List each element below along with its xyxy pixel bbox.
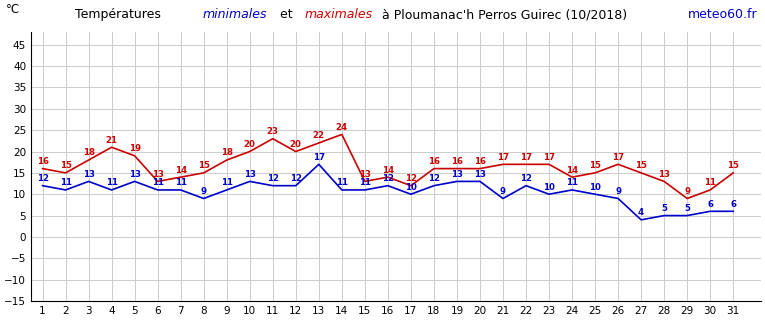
Text: 4: 4 (638, 208, 644, 217)
Text: 21: 21 (106, 136, 118, 145)
Text: 16: 16 (428, 157, 440, 166)
Text: 12: 12 (267, 174, 278, 183)
Text: 15: 15 (60, 161, 71, 170)
Text: 9: 9 (684, 187, 690, 196)
Text: 11: 11 (151, 178, 164, 188)
Text: 19: 19 (129, 144, 141, 153)
Text: à Ploumanac'h Perros Guirec (10/2018): à Ploumanac'h Perros Guirec (10/2018) (378, 8, 627, 21)
Text: 12: 12 (290, 174, 301, 183)
Text: 13: 13 (359, 170, 371, 179)
Text: 15: 15 (589, 161, 601, 170)
Text: 15: 15 (635, 161, 647, 170)
Text: 16: 16 (37, 157, 48, 166)
Text: 14: 14 (382, 165, 394, 175)
Text: 5: 5 (661, 204, 667, 213)
Text: meteo60.fr: meteo60.fr (688, 8, 757, 21)
Text: °C: °C (5, 3, 20, 16)
Text: 22: 22 (313, 132, 325, 140)
Text: minimales: minimales (203, 8, 267, 21)
Text: 11: 11 (106, 178, 118, 188)
Text: 11: 11 (174, 178, 187, 188)
Text: 11: 11 (705, 178, 716, 188)
Text: 6: 6 (731, 200, 736, 209)
Text: 16: 16 (451, 157, 463, 166)
Text: 18: 18 (83, 148, 95, 157)
Text: 13: 13 (129, 170, 141, 179)
Text: 11: 11 (359, 178, 371, 188)
Text: 13: 13 (244, 170, 256, 179)
Text: 17: 17 (313, 153, 325, 162)
Text: 5: 5 (684, 204, 690, 213)
Text: 9: 9 (500, 187, 506, 196)
Text: et: et (275, 8, 296, 21)
Text: 14: 14 (174, 165, 187, 175)
Text: 11: 11 (221, 178, 233, 188)
Text: 14: 14 (566, 165, 578, 175)
Text: 17: 17 (497, 153, 509, 162)
Text: 10: 10 (405, 183, 417, 192)
Text: Températures: Températures (75, 8, 164, 21)
Text: 11: 11 (60, 178, 72, 188)
Text: 13: 13 (451, 170, 463, 179)
Text: 16: 16 (474, 157, 486, 166)
Text: 12: 12 (405, 174, 417, 183)
Text: 12: 12 (520, 174, 532, 183)
Text: 12: 12 (428, 174, 440, 183)
Text: 17: 17 (612, 153, 624, 162)
Text: 12: 12 (382, 174, 394, 183)
Text: maximales: maximales (304, 8, 373, 21)
Text: 13: 13 (83, 170, 95, 179)
Text: 13: 13 (474, 170, 486, 179)
Text: 23: 23 (267, 127, 278, 136)
Text: 15: 15 (198, 161, 210, 170)
Text: 9: 9 (200, 187, 207, 196)
Text: 9: 9 (615, 187, 621, 196)
Text: 15: 15 (728, 161, 739, 170)
Text: 20: 20 (244, 140, 256, 149)
Text: 17: 17 (520, 153, 532, 162)
Text: 11: 11 (566, 178, 578, 188)
Text: 6: 6 (707, 200, 713, 209)
Text: 12: 12 (37, 174, 48, 183)
Text: 20: 20 (290, 140, 301, 149)
Text: 24: 24 (336, 123, 348, 132)
Text: 10: 10 (543, 183, 555, 192)
Text: 17: 17 (543, 153, 555, 162)
Text: 10: 10 (589, 183, 601, 192)
Text: 13: 13 (658, 170, 670, 179)
Text: 18: 18 (221, 148, 233, 157)
Text: 11: 11 (336, 178, 348, 188)
Text: 13: 13 (151, 170, 164, 179)
